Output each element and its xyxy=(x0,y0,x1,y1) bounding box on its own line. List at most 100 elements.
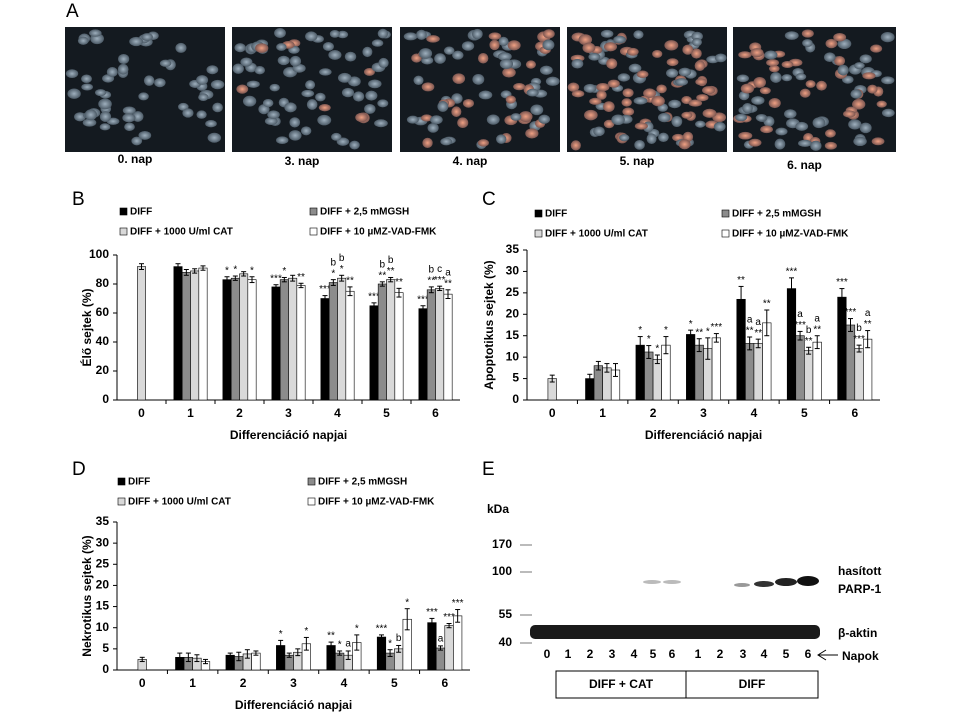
significance: ** xyxy=(695,327,703,338)
cell xyxy=(510,113,522,121)
bar xyxy=(386,279,396,401)
cell xyxy=(317,114,332,126)
significance: ** xyxy=(378,270,386,281)
cell xyxy=(682,44,694,55)
error-bar xyxy=(847,318,853,332)
cell xyxy=(403,32,418,41)
cell xyxy=(622,88,634,98)
y-tick-label: 40 xyxy=(96,334,110,348)
cell xyxy=(658,132,669,143)
actin-band xyxy=(530,625,820,639)
significance: *** xyxy=(786,266,798,277)
error-bar xyxy=(244,649,250,659)
bar xyxy=(593,365,603,401)
lane-label: 2 xyxy=(717,647,724,661)
significance-letter: a xyxy=(814,313,820,324)
cell xyxy=(502,67,516,78)
x-tick-label: 4 xyxy=(341,676,348,690)
cell xyxy=(236,84,249,94)
cell xyxy=(691,38,702,47)
lane-label: 5 xyxy=(650,647,657,661)
cell xyxy=(106,67,118,77)
cell xyxy=(82,118,97,127)
bar xyxy=(376,636,387,671)
cell xyxy=(588,53,601,61)
bar xyxy=(736,298,746,401)
cell xyxy=(668,99,682,109)
cell xyxy=(593,126,605,137)
cell xyxy=(646,133,657,145)
cell xyxy=(596,90,607,100)
cell xyxy=(513,83,526,91)
lanes-label: Napok xyxy=(842,649,879,663)
parp-band xyxy=(643,580,661,584)
cell xyxy=(738,131,753,140)
band-label: PARP-1 xyxy=(838,582,881,596)
bar xyxy=(443,293,453,401)
cell xyxy=(795,121,809,131)
cell xyxy=(603,101,615,112)
cell xyxy=(742,103,753,114)
cell xyxy=(406,115,419,124)
significance-letter: a xyxy=(438,634,444,645)
cell xyxy=(371,39,384,47)
significance: ** xyxy=(763,299,771,310)
legend-swatch xyxy=(309,207,318,216)
error-bar xyxy=(227,652,233,658)
cell xyxy=(666,68,679,78)
significance-letter: b xyxy=(806,325,812,336)
cell xyxy=(584,109,598,121)
error-bar xyxy=(713,333,719,343)
error-bar xyxy=(788,277,794,300)
cell xyxy=(881,76,895,85)
lane-label: 4 xyxy=(631,647,638,661)
significance-letter: a xyxy=(445,267,451,278)
bar xyxy=(394,292,404,401)
cell xyxy=(81,74,92,84)
y-tick-label: 10 xyxy=(506,349,520,363)
cell xyxy=(98,98,112,110)
cell xyxy=(322,42,334,51)
cell xyxy=(117,63,129,75)
legend-swatch xyxy=(721,229,730,238)
parp-band xyxy=(663,580,681,584)
error-bar xyxy=(194,654,200,663)
lane-label: 6 xyxy=(805,647,812,661)
cell xyxy=(666,58,679,67)
y-axis-label: Apoptotikus sejtek (%) xyxy=(482,260,496,389)
cell xyxy=(834,55,846,66)
cell xyxy=(365,90,378,101)
cell xyxy=(759,87,771,95)
cell xyxy=(198,93,209,102)
cell xyxy=(802,39,813,47)
bar xyxy=(686,334,696,401)
error-bar xyxy=(646,345,652,359)
error-bar xyxy=(200,265,206,271)
cell xyxy=(426,35,440,43)
bar xyxy=(137,266,146,401)
lane-label: 1 xyxy=(695,647,702,661)
cell xyxy=(413,75,424,85)
cell xyxy=(781,61,794,69)
cell xyxy=(853,136,867,147)
cell xyxy=(862,72,876,80)
y-tick-label: 20 xyxy=(96,578,110,592)
cell xyxy=(852,98,866,110)
cell xyxy=(781,74,793,82)
parp-band xyxy=(797,576,819,586)
cell xyxy=(77,36,89,45)
arrow xyxy=(817,649,827,661)
legend-swatch xyxy=(117,477,126,486)
cell xyxy=(131,136,143,146)
cell xyxy=(542,39,555,51)
marker-label: 170 xyxy=(492,537,512,551)
cell xyxy=(636,70,649,79)
error-bar xyxy=(595,360,601,371)
cell xyxy=(99,123,111,131)
cell xyxy=(798,139,812,147)
legend-swatch xyxy=(307,477,316,486)
cell xyxy=(255,43,269,53)
cell xyxy=(770,72,782,83)
x-tick-label: 2 xyxy=(236,406,243,420)
panel-label: B xyxy=(72,189,85,210)
